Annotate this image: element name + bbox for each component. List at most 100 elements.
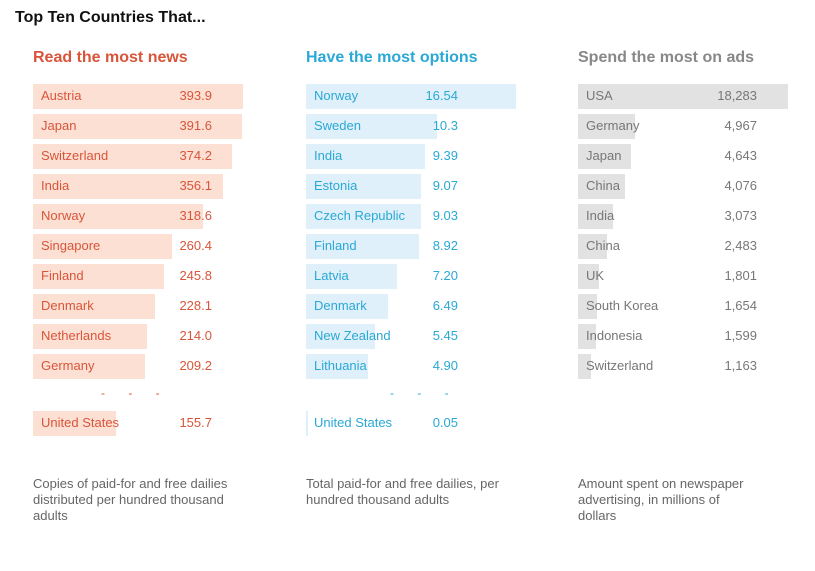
bar	[578, 144, 632, 169]
category-label: South Korea	[586, 298, 659, 313]
value-label: 9.07	[432, 178, 458, 193]
panel-ads: Spend the most on ads USA 18,283 Germany 4,9…	[578, 0, 803, 571]
bar-row: Germany 4,967	[578, 114, 803, 139]
category-label: United States	[314, 415, 393, 430]
category-label: Finland	[314, 238, 357, 253]
category-label: Japan	[586, 148, 622, 163]
bar-row: Japan 391.6	[33, 114, 258, 139]
bar-row-extra: United States 0.05	[306, 411, 531, 436]
bar	[578, 114, 636, 139]
bar-row: Denmark 6.49	[306, 294, 531, 319]
bar-row-extra: United States 155.7	[33, 411, 258, 436]
bar	[33, 411, 116, 436]
bar	[33, 174, 223, 199]
bar-row: Switzerland 1,163	[578, 354, 803, 379]
separator-dots: - - -	[390, 386, 459, 400]
bar-row: Sweden 10.3	[306, 114, 531, 139]
category-label: United States	[41, 415, 120, 430]
bar-row: China 2,483	[578, 234, 803, 259]
category-label: Norway	[314, 88, 359, 103]
category-label: Switzerland	[586, 358, 654, 373]
value-label: 214.0	[179, 328, 212, 343]
value-label: 1,599	[724, 328, 757, 343]
value-label: 391.6	[179, 118, 212, 133]
bar-row: Estonia 9.07	[306, 174, 531, 199]
bar	[306, 234, 420, 259]
category-label: Denmark	[314, 298, 367, 313]
bar-row: Denmark 228.1	[33, 294, 258, 319]
bar	[33, 294, 155, 319]
category-label: Lithuania	[314, 358, 367, 373]
bar	[306, 411, 308, 436]
category-label: Czech Republic	[314, 208, 406, 223]
category-label: Singapore	[41, 238, 101, 253]
bar	[306, 144, 426, 169]
value-label: 1,801	[724, 268, 757, 283]
value-label: 1,654	[724, 298, 757, 313]
bar-row: India 9.39	[306, 144, 531, 169]
value-label: 3,073	[724, 208, 757, 223]
value-label: 393.9	[179, 88, 212, 103]
value-label: 10.3	[432, 118, 458, 133]
bar	[306, 114, 437, 139]
bar	[578, 204, 614, 229]
category-label: Germany	[41, 358, 95, 373]
bar-row: Singapore 260.4	[33, 234, 258, 259]
bar	[578, 354, 592, 379]
value-label: 16.54	[425, 88, 458, 103]
bar	[578, 84, 788, 109]
panel-title: Read the most news	[33, 49, 188, 66]
value-label: 7.20	[432, 268, 458, 283]
category-label: Germany	[586, 118, 640, 133]
value-label: 260.4	[179, 238, 212, 253]
bar-row: Latvia 7.20	[306, 264, 531, 289]
bar-row: UK 1,801	[578, 264, 803, 289]
value-label: 8.92	[432, 238, 458, 253]
value-label: 209.2	[179, 358, 212, 373]
bar	[33, 144, 233, 169]
bar-row: Switzerland 374.2	[33, 144, 258, 169]
value-label: 1,163	[724, 358, 757, 373]
bar	[33, 114, 242, 139]
bar-row: Finland 245.8	[33, 264, 258, 289]
category-label: India	[41, 178, 70, 193]
value-label: 6.49	[432, 298, 458, 313]
value-label: 356.1	[179, 178, 212, 193]
category-label: India	[586, 208, 615, 223]
value-label: 4,643	[724, 148, 757, 163]
bar	[33, 204, 203, 229]
value-label: 228.1	[179, 298, 212, 313]
footnote: Total paid-for and free dailies, per hun…	[306, 476, 499, 507]
bar	[578, 324, 597, 349]
bar-row: USA 18,283	[578, 84, 803, 109]
bar	[578, 294, 597, 319]
bar	[306, 264, 398, 289]
value-label: 374.2	[179, 148, 212, 163]
category-label: China	[586, 178, 620, 193]
bar-row: China 4,076	[578, 174, 803, 199]
bar-row: Austria 393.9	[33, 84, 258, 109]
bar	[578, 264, 599, 289]
value-label: 2,483	[724, 238, 757, 253]
category-label: Indonesia	[586, 328, 643, 343]
category-label: Netherlands	[41, 328, 112, 343]
bar-row: Germany 209.2	[33, 354, 258, 379]
panel-title: Spend the most on ads	[578, 49, 755, 66]
bar-row: India 356.1	[33, 174, 258, 199]
bar	[306, 324, 376, 349]
category-label: Austria	[41, 88, 82, 103]
bar	[578, 174, 625, 199]
footnote: Copies of paid-for and free dailies dist…	[33, 476, 228, 523]
category-label: Japan	[41, 118, 77, 133]
bar-row: Finland 8.92	[306, 234, 531, 259]
category-label: USA	[586, 88, 613, 103]
bar	[33, 264, 165, 289]
bar-row: Japan 4,643	[578, 144, 803, 169]
value-label: 4,076	[724, 178, 757, 193]
bar-row: Czech Republic 9.03	[306, 204, 531, 229]
bar-row: India 3,073	[578, 204, 803, 229]
value-label: 18,283	[717, 88, 757, 103]
footnote: Amount spent on newspaper advertising, i…	[578, 476, 744, 523]
bar	[578, 234, 607, 259]
page-title: Top Ten Countries That...	[15, 9, 206, 26]
